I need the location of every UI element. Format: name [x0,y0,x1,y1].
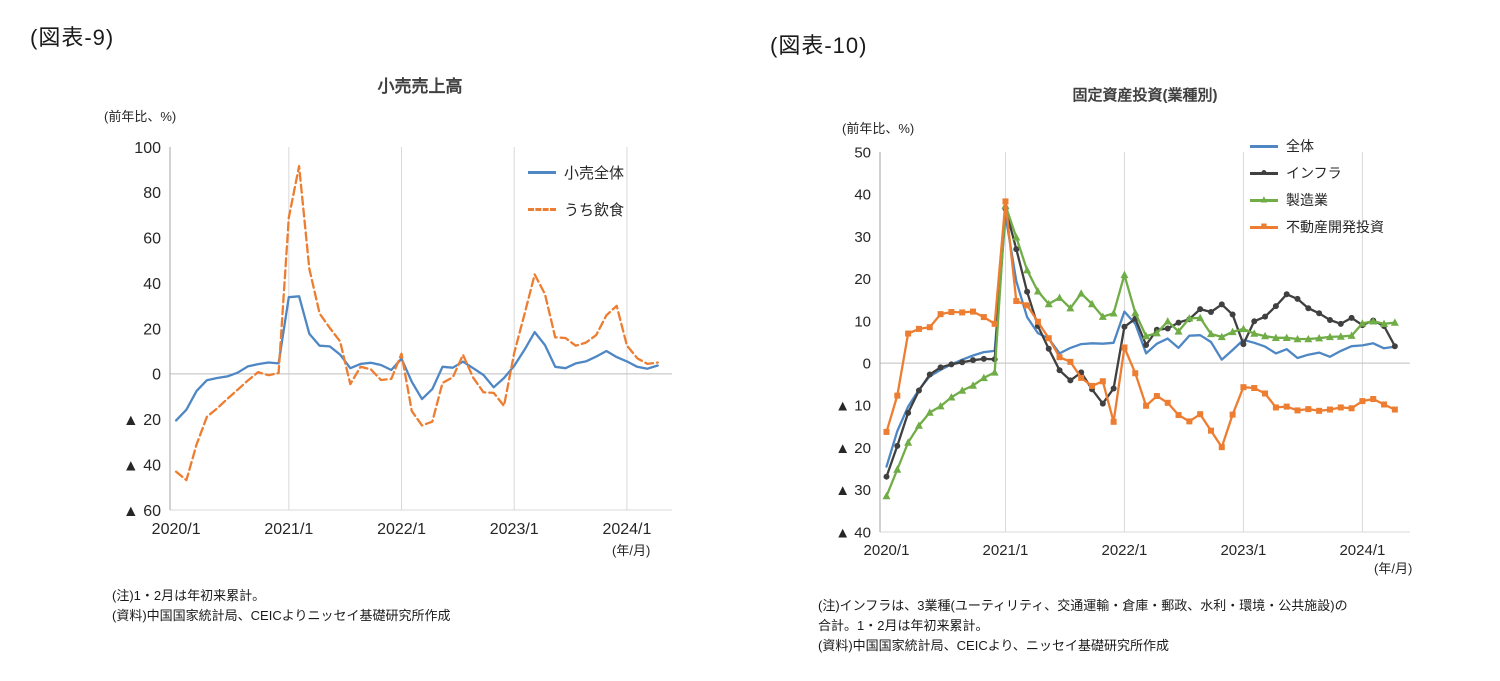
figure10-legend: 全体 ● インフラ ▲ 製造業 ■ 不動産開発投資 [1250,136,1384,237]
legend-label: うち飲食 [564,202,625,219]
svg-text:2020/1: 2020/1 [864,542,910,559]
circle-marker-icon: ● [1260,166,1268,179]
svg-text:▲ 40: ▲ 40 [835,524,871,541]
svg-text:2023/1: 2023/1 [1220,542,1266,559]
svg-text:2022/1: 2022/1 [1102,542,1148,559]
triangle-marker-icon: ▲ [1258,193,1270,206]
svg-text:40: 40 [143,276,161,293]
line-with-square-marker-icon: ■ [1250,221,1278,234]
svg-text:2021/1: 2021/1 [264,521,313,538]
svg-text:▲ 20: ▲ 20 [835,440,871,457]
svg-text:10: 10 [854,313,871,330]
square-marker-icon: ■ [1260,220,1268,233]
svg-text:20: 20 [854,271,871,288]
svg-text:2020/1: 2020/1 [152,521,201,538]
svg-text:▲ 20: ▲ 20 [123,412,161,429]
figure9-y-unit-label: (前年比、%) [104,109,177,124]
svg-text:2024/1: 2024/1 [602,521,651,538]
figure9-note-line: (注)1・2月は年初来累計。 [112,588,266,603]
legend-item-retail-total: 小売全体 [528,162,624,183]
svg-text:2024/1: 2024/1 [1339,542,1385,559]
figure9-title: 小売売上高 [377,77,463,96]
svg-text:60: 60 [143,231,161,248]
figure9-tag: (図表-9) [30,25,115,50]
svg-text:▲ 30: ▲ 30 [835,482,871,499]
dashed-line-sample-icon [528,203,556,216]
legend-item-infrastructure: ● インフラ [1250,163,1384,183]
svg-text:▲ 10: ▲ 10 [835,398,871,415]
legend-label: 不動産開発投資 [1286,219,1384,235]
svg-text:100: 100 [134,140,161,157]
legend-label: インフラ [1286,165,1342,181]
svg-text:20: 20 [143,321,161,338]
legend-item-real-estate: ■ 不動産開発投資 [1250,217,1384,237]
svg-text:50: 50 [854,144,871,161]
figure10-notes: (注)インフラは、3業種(ユーティリティ、交通運輸・倉庫・郵政、水利・環境・公共… [818,596,1348,656]
svg-text:40: 40 [854,187,871,204]
figure10-note-line: 合計。1・2月は年初来累計。 [818,618,989,634]
legend-label: 製造業 [1286,192,1328,208]
svg-text:2023/1: 2023/1 [490,521,539,538]
figure9-notes: (注)1・2月は年初来累計。 (資料)中国国家統計局、CEICよりニッセイ基礎研… [112,586,450,626]
line-with-triangle-marker-icon: ▲ [1250,194,1278,207]
svg-text:2021/1: 2021/1 [983,542,1029,559]
figure10-source-line: (資料)中国国家統計局、CEICより、ニッセイ基礎研究所作成 [818,638,1169,654]
figure9-x-unit-label: (年/月) [612,543,651,558]
solid-line-sample-icon [1250,140,1278,153]
svg-text:80: 80 [143,185,161,202]
figure10-title: 固定資産投資(業種別) [1072,87,1218,104]
legend-item-total: 全体 [1250,136,1384,156]
svg-text:2022/1: 2022/1 [377,521,426,538]
svg-text:0: 0 [152,367,161,384]
line-with-circle-marker-icon: ● [1250,167,1278,180]
figure10-note-line: (注)インフラは、3業種(ユーティリティ、交通運輸・倉庫・郵政、水利・環境・公共… [818,598,1348,613]
figure9-source-line: (資料)中国国家統計局、CEICよりニッセイ基礎研究所作成 [112,608,451,624]
legend-label: 小売全体 [564,165,625,182]
svg-text:30: 30 [854,229,871,246]
legend-item-food-service: うち飲食 [528,199,624,220]
svg-text:▲ 60: ▲ 60 [123,503,161,520]
legend-item-manufacturing: ▲ 製造業 [1250,190,1384,210]
solid-line-sample-icon [528,166,556,179]
figure10-x-unit-label: (年/月) [1374,561,1413,576]
figure10-tag: (図表-10) [770,33,868,58]
svg-text:▲ 40: ▲ 40 [123,457,161,474]
legend-label: 全体 [1286,138,1314,154]
svg-text:0: 0 [863,356,871,373]
figure10-y-unit-label: (前年比、%) [842,121,915,136]
figure9-legend: 小売全体 うち飲食 [528,162,624,220]
